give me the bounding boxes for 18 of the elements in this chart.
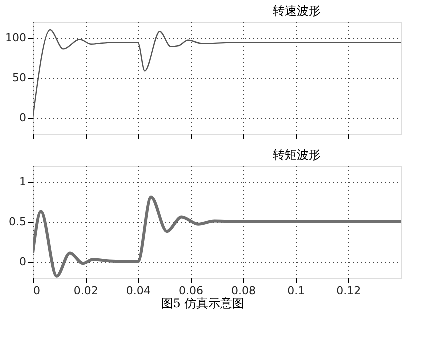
chart-title: 转矩波形 (273, 148, 321, 162)
y-tick-label: 100 (6, 32, 26, 44)
caption: 图5 仿真示意图 (161, 296, 245, 310)
x-tick-label: 0 (34, 284, 40, 298)
line-series (33, 29, 401, 119)
x-tick-label: 0.02 (74, 284, 98, 298)
y-tick-label: 0.5 (9, 216, 26, 228)
x-tick-label: 0.12 (336, 284, 362, 298)
y-tick-label: 1 (20, 176, 26, 188)
y-tick-label: 0 (20, 256, 26, 268)
y-tick-label: 0 (20, 112, 26, 124)
x-tick-label: 0.04 (126, 284, 151, 298)
x-tick-label: 0.1 (288, 284, 306, 298)
line-series (33, 196, 401, 278)
x-tick-label: 0.06 (178, 284, 204, 298)
chart-title: 转速波形 (273, 4, 321, 18)
x-tick-label: 0.08 (232, 284, 256, 298)
y-tick-label: 50 (12, 72, 26, 84)
